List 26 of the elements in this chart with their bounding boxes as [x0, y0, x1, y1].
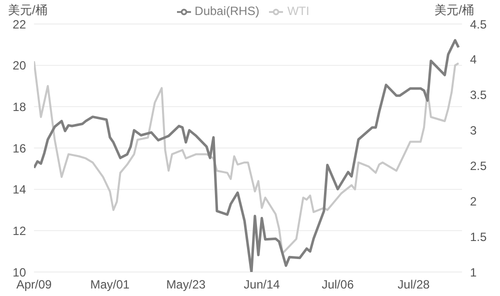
- y-tick-label: 20: [12, 58, 26, 73]
- y2-tick-label: 4: [470, 52, 477, 67]
- x-tick-label: Jul/06: [322, 278, 354, 292]
- y2-tick-label: 1: [470, 265, 477, 280]
- y-tick-label: 14: [12, 182, 26, 197]
- x-tick-label: Apr/09: [16, 278, 52, 292]
- y2-tick-label: 1.5: [470, 230, 488, 244]
- y-tick-label: 16: [12, 141, 26, 156]
- legend-label: Dubai(RHS): [194, 4, 260, 18]
- x-tick-label: Jul/28: [398, 278, 430, 292]
- y2-tick-label: 3: [470, 124, 477, 138]
- line-series: [34, 60, 460, 254]
- y-tick-label: 12: [12, 224, 26, 238]
- y2-tick-label: 3.5: [470, 88, 488, 102]
- line-series: [34, 39, 460, 272]
- x-tick-label: May/01: [90, 278, 130, 292]
- x-tick-label: Jun/14: [244, 278, 280, 292]
- y2-tick-label: 4.5: [470, 17, 488, 32]
- y2-axis-title: 美元/桶: [434, 2, 474, 19]
- y-tick-label: 18: [12, 100, 26, 114]
- y-tick-label: 22: [12, 17, 26, 32]
- y2-tick-label: 2: [470, 194, 477, 208]
- y-axis-title: 美元/桶: [8, 2, 48, 19]
- y2-tick-label: 2.5: [470, 158, 488, 173]
- x-tick-label: May/23: [166, 278, 206, 292]
- y-tick-label: 10: [12, 265, 26, 280]
